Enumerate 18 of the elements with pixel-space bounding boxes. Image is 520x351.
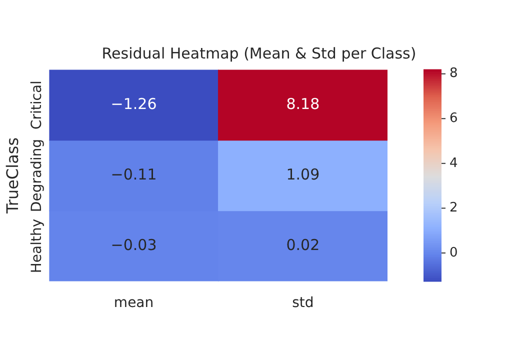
color-bar-label: 4: [450, 156, 458, 171]
color-bar-label: 8: [450, 66, 458, 82]
color-bar-label: 6: [450, 110, 458, 126]
data-label: −0.11: [110, 165, 157, 184]
chart-title: Residual Heatmap (Mean & Std per Class): [102, 44, 416, 63]
color-bar-label: 2: [450, 200, 458, 216]
data-label: −0.03: [110, 236, 157, 254]
data-label: 8.18: [286, 94, 320, 113]
x-tick-label: std: [292, 295, 314, 312]
data-label: −1.26: [110, 94, 157, 113]
y-tick-label: Healthy: [28, 218, 45, 274]
y-tick-label: Degrading: [28, 138, 45, 212]
x-tick-label: mean: [114, 295, 154, 312]
data-label: 1.09: [286, 165, 320, 184]
data-label: 0.02: [286, 236, 320, 254]
y-tick-label: Critical: [28, 80, 45, 130]
y-axis-title: TrueClass: [2, 137, 22, 215]
color-bar-label: 0: [450, 245, 458, 260]
